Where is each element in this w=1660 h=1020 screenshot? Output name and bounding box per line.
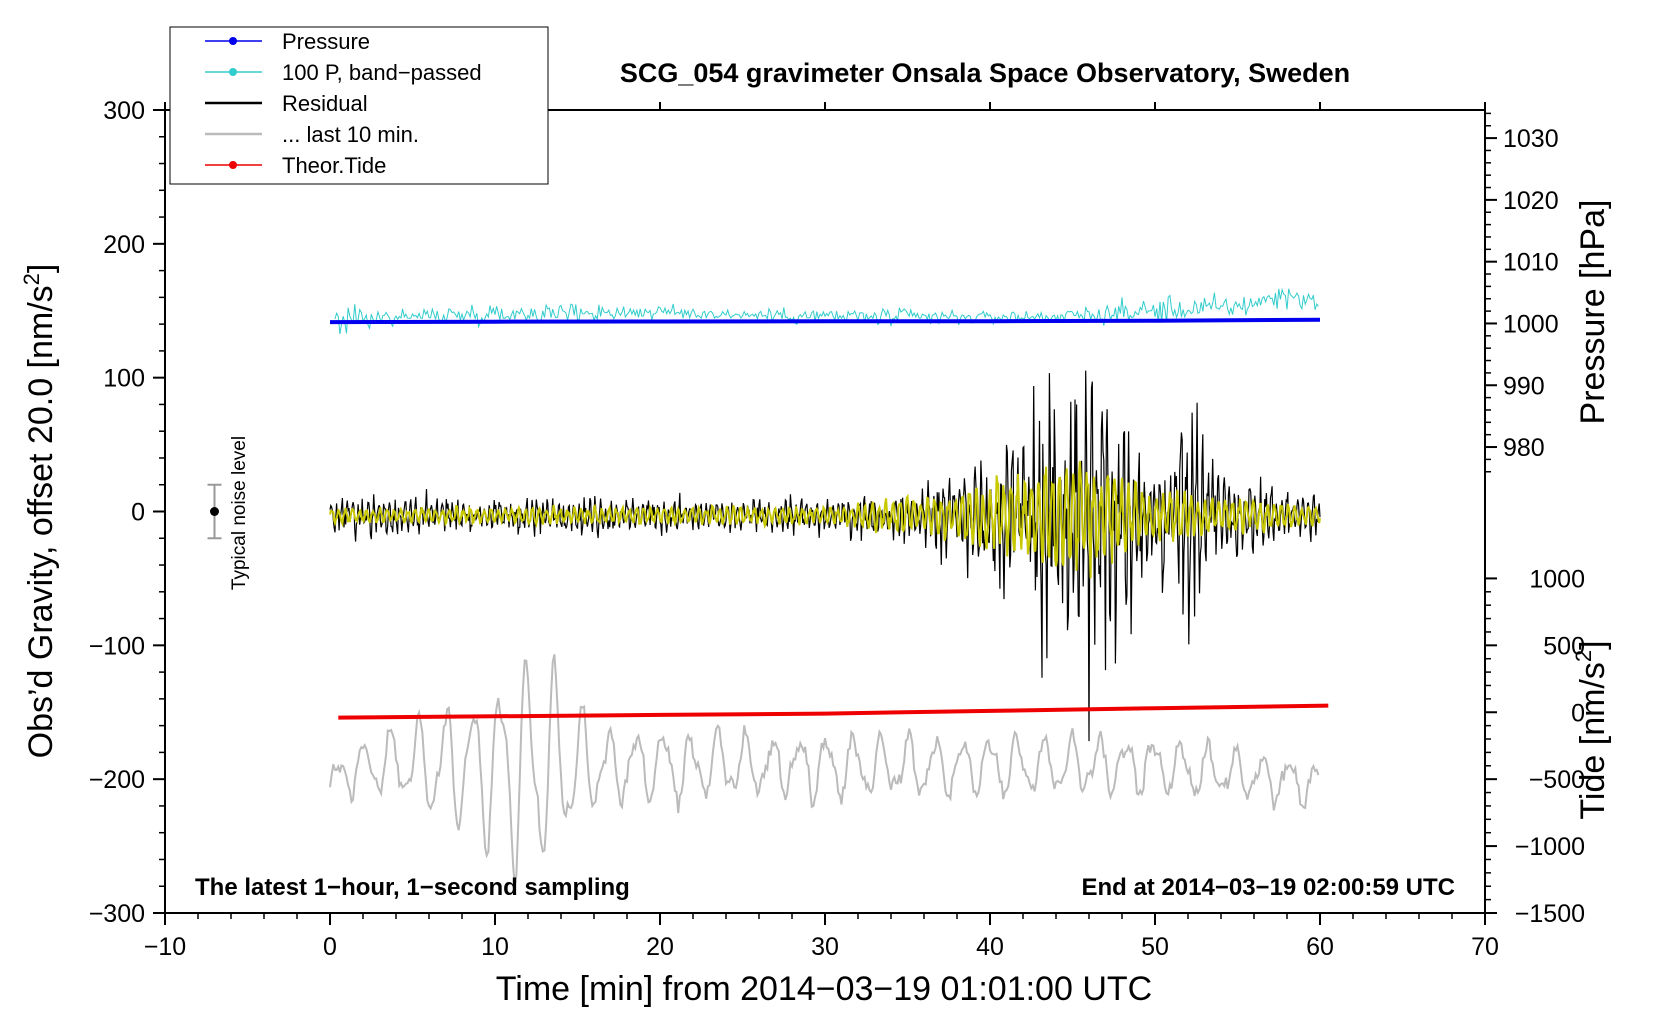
series-pressure (329, 317, 1321, 325)
pressure-tick-label: 1010 (1503, 249, 1559, 277)
legend-label: ... last 10 min. (282, 122, 419, 147)
series-theor-tide (338, 703, 1329, 720)
noise-point (210, 507, 219, 516)
y-tick-label: −100 (89, 632, 145, 660)
y-axis-title-end: ] (22, 264, 60, 273)
legend-box (169, 26, 549, 185)
tide-tick-label: −1500 (1515, 900, 1585, 928)
x-axis-title: Time [min] from 2014−03−19 01:01:00 UTC (496, 970, 1152, 1008)
tide-tick-label: 500 (1543, 632, 1585, 660)
x-tick-label: −10 (144, 933, 186, 961)
x-tick-label: 40 (976, 933, 1004, 961)
y-tick-label: −200 (89, 766, 145, 794)
pressure-tick-label: 990 (1503, 372, 1545, 400)
x-tick-label: 70 (1471, 933, 1499, 961)
pressure-tick-label: 1020 (1503, 187, 1559, 215)
x-tick-label: 30 (811, 933, 839, 961)
pressure-axis-title: Pressure [hPa] (1574, 200, 1612, 425)
annotation-right: End at 2014−03−19 02:00:59 UTC (1081, 874, 1455, 901)
x-tick-label: 20 (646, 933, 674, 961)
tide-axis-ticks: −1500 −1000 −500 0 500 1000 (1485, 565, 1585, 928)
series-residual (329, 370, 1321, 742)
series-yellow-filtered (329, 460, 1321, 579)
tide-tick-label: −500 (1529, 766, 1585, 794)
noise-level-indicator: Typical noise level (207, 436, 250, 590)
y-tick-label: −300 (89, 900, 145, 928)
legend-label: Pressure (282, 29, 370, 54)
y-tick-label: 200 (103, 231, 145, 259)
x-axis-ticks: −10 0 10 20 30 40 50 60 70 (144, 102, 1499, 961)
x-tick-label: 10 (481, 933, 509, 961)
legend-label: Residual (282, 91, 368, 116)
legend-label: 100 P, band−passed (282, 60, 482, 85)
tide-axis-title: Tide [nm/s2] (1571, 640, 1612, 819)
y-tick-label: 100 (103, 365, 145, 393)
tide-axis-title-main: Tide [nm/s (1574, 662, 1612, 819)
y-tick-label: 300 (103, 97, 145, 125)
pressure-axis-ticks: 980 990 1000 1010 1020 1030 (1485, 112, 1559, 473)
legend-marker (229, 68, 237, 76)
legend-marker (229, 161, 237, 169)
pressure-tick-label: 1030 (1503, 125, 1559, 153)
legend: Pressure 100 P, band−passed Residual ... la… (169, 26, 549, 185)
tide-tick-label: 1000 (1529, 565, 1585, 593)
noise-level-label: Typical noise level (229, 436, 250, 590)
series-band-passed-pressure (334, 287, 1319, 335)
y-tick-label: 0 (131, 499, 145, 527)
tide-tick-label: −1000 (1515, 833, 1585, 861)
legend-label: Theor.Tide (282, 153, 386, 178)
x-tick-label: 50 (1141, 933, 1169, 961)
y-axis-ticks: −300 −200 −100 0 100 200 300 (89, 97, 165, 928)
annotation-left: The latest 1−hour, 1−second sampling (195, 874, 630, 901)
y-axis-title-main: Obs’d Gravity, offset 20.0 [nm/s (22, 285, 60, 758)
x-tick-label: 60 (1306, 933, 1334, 961)
y-axis-title: Obs’d Gravity, offset 20.0 [nm/s2] (19, 264, 60, 759)
legend-marker (229, 37, 237, 45)
chart-title: SCG_054 gravimeter Onsala Space Observat… (620, 58, 1350, 88)
x-tick-label: 0 (323, 933, 337, 961)
y-axis-title-sup: 2 (19, 273, 44, 285)
tide-axis-title-sup: 2 (1571, 650, 1596, 662)
series-last-10-min (329, 654, 1320, 887)
pressure-tick-label: 1000 (1503, 310, 1559, 338)
tide-tick-label: 0 (1571, 699, 1585, 727)
tide-axis-title-end: ] (1574, 640, 1612, 649)
pressure-tick-label: 980 (1503, 434, 1545, 462)
